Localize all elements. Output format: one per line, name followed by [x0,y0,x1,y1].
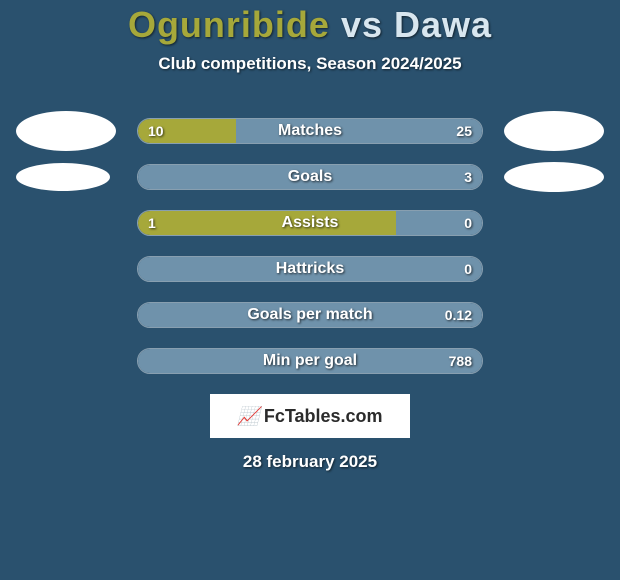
stat-value-right: 0 [464,211,472,235]
stats-chart: 1025Matches3Goals10Assists0Hattricks0.12… [0,108,620,384]
stat-bar-right [138,349,482,373]
stat-row: 10Assists [0,200,620,246]
stat-value-right: 25 [456,119,472,143]
comparison-infographic: Ogunribide vs Dawa Club competitions, Se… [0,0,620,472]
stat-bar-track: 3Goals [137,164,483,190]
stat-value-left: 10 [148,119,164,143]
stat-value-left: 1 [148,211,156,235]
stat-row: 788Min per goal [0,338,620,384]
player1-name: Ogunribide [128,4,330,45]
subtitle: Club competitions, Season 2024/2025 [158,54,461,74]
stat-row: 0Hattricks [0,246,620,292]
generated-date: 28 february 2025 [243,452,377,472]
stat-row: 3Goals [0,154,620,200]
stat-row: 1025Matches [0,108,620,154]
site-logo: 📈 FcTables.com [210,394,410,438]
team-badge-right [504,162,604,192]
stat-bar-track: 10Assists [137,210,483,236]
stat-bar-track: 788Min per goal [137,348,483,374]
logo-text: FcTables.com [264,406,383,427]
stat-value-right: 788 [449,349,472,373]
stat-value-right: 0.12 [445,303,472,327]
stat-bar-right [138,303,482,327]
stat-bar-track: 0.12Goals per match [137,302,483,328]
stat-bar-track: 0Hattricks [137,256,483,282]
title-vs: vs [341,4,383,45]
team-badge-left [16,111,116,151]
team-badge-left [16,163,110,191]
stat-bar-left [138,211,396,235]
stat-bar-track: 1025Matches [137,118,483,144]
stat-bar-right [138,257,482,281]
stat-bar-right [138,165,482,189]
logo-icon: 📈 [237,406,259,427]
team-badge-right [504,111,604,151]
page-title: Ogunribide vs Dawa [128,4,492,46]
player2-name: Dawa [394,4,492,45]
stat-value-right: 3 [464,165,472,189]
stat-value-right: 0 [464,257,472,281]
stat-row: 0.12Goals per match [0,292,620,338]
stat-bar-right [236,119,482,143]
